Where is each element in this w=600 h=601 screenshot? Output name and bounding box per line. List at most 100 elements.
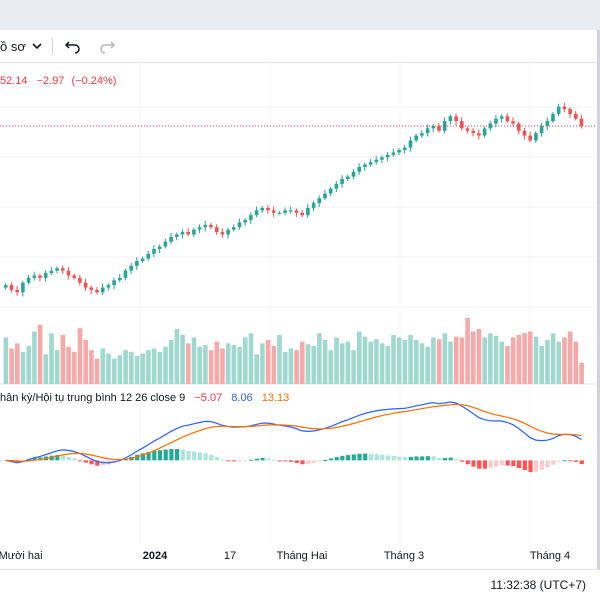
candle-body bbox=[260, 207, 265, 211]
chevron-down-icon bbox=[32, 43, 42, 50]
candle-body bbox=[197, 227, 202, 230]
volume-bar bbox=[60, 334, 66, 384]
macd-histogram-bar bbox=[499, 460, 505, 466]
chart-toolbar: ồ sơ bbox=[0, 30, 600, 63]
macd-histogram-bar bbox=[300, 460, 305, 465]
volume-bar bbox=[334, 337, 339, 384]
macd-histogram-bar bbox=[49, 455, 54, 461]
macd-histogram-bar bbox=[511, 460, 516, 467]
volume-bar bbox=[379, 343, 385, 384]
toolbar-separator bbox=[52, 38, 53, 54]
macd-histogram-bar bbox=[209, 454, 214, 461]
macd-histogram-bar bbox=[283, 460, 288, 462]
volume-bar bbox=[562, 337, 567, 384]
candle-body bbox=[522, 130, 527, 136]
candle-body bbox=[482, 128, 487, 136]
macd-histogram-bar bbox=[232, 460, 237, 462]
macd-histogram-bar bbox=[237, 460, 242, 462]
chart-grid bbox=[0, 62, 597, 544]
candle-body bbox=[83, 282, 88, 288]
volume-bar bbox=[32, 331, 37, 384]
volume-bar bbox=[414, 340, 419, 384]
undo-icon[interactable] bbox=[62, 35, 84, 57]
candle-body bbox=[232, 227, 236, 230]
profile-dropdown-button[interactable]: ồ sơ bbox=[0, 37, 42, 55]
volume-bar bbox=[72, 351, 77, 384]
volume-bar bbox=[254, 354, 259, 384]
volume-bar bbox=[77, 328, 83, 384]
clock-label[interactable]: 11:32:38 (UTC+7) bbox=[490, 578, 587, 592]
macd-histogram-bar bbox=[442, 457, 448, 461]
candle-body bbox=[55, 268, 59, 271]
candle-body bbox=[574, 113, 578, 119]
redo-icon[interactable] bbox=[96, 35, 118, 57]
candle-body bbox=[180, 232, 185, 235]
volume-bar bbox=[545, 340, 550, 384]
chart-canvas[interactable]: 52.14 −2.97 (−0.24%) hân kỳ/Hội tụ trung… bbox=[0, 62, 597, 569]
candle-body bbox=[505, 116, 510, 122]
volume-bar bbox=[26, 345, 31, 384]
macd-histogram-bar bbox=[391, 455, 396, 461]
candle-body bbox=[135, 261, 139, 266]
volume-bar bbox=[186, 343, 191, 384]
macd-histogram-bar bbox=[397, 456, 402, 461]
volume-bar bbox=[37, 324, 43, 384]
volume-bar bbox=[15, 343, 20, 384]
volume-bar bbox=[573, 341, 579, 384]
candle-body bbox=[283, 210, 287, 213]
candle-body bbox=[4, 285, 8, 288]
volume-bar bbox=[83, 340, 88, 384]
volume-bar bbox=[453, 336, 459, 384]
candle-body bbox=[214, 227, 219, 233]
volume-bar bbox=[328, 350, 334, 384]
volume-bar bbox=[431, 337, 436, 384]
volume-bar bbox=[425, 346, 430, 384]
volume-bar bbox=[510, 337, 516, 384]
volume-bar bbox=[49, 333, 54, 384]
volume-bar bbox=[522, 333, 527, 384]
signal-line bbox=[5, 403, 582, 462]
candle-body bbox=[420, 133, 424, 136]
volume-bar bbox=[385, 345, 391, 384]
candle-body bbox=[334, 183, 339, 189]
macd-histogram-bar bbox=[89, 460, 94, 465]
volume-bar bbox=[505, 345, 510, 384]
volume-bar bbox=[362, 336, 368, 384]
macd-histogram-bar bbox=[328, 458, 334, 461]
candle-body bbox=[289, 210, 293, 212]
candle-body bbox=[243, 220, 247, 223]
candle-body bbox=[43, 273, 48, 278]
candle-body bbox=[528, 135, 532, 141]
candle-body bbox=[61, 268, 65, 271]
candle-body bbox=[346, 176, 350, 179]
macd-histogram-bar bbox=[551, 460, 556, 465]
macd-histogram-bar bbox=[317, 460, 322, 462]
time-axis-label: 2024 bbox=[143, 550, 168, 562]
candle-body bbox=[539, 125, 544, 134]
candle-body bbox=[163, 241, 168, 247]
macd-histogram-bar bbox=[180, 449, 185, 461]
volume-bar bbox=[488, 333, 493, 384]
volume-bar bbox=[294, 350, 299, 384]
volume-bar bbox=[43, 354, 49, 384]
macd-histogram-bar bbox=[294, 460, 299, 463]
macd-histogram-bar bbox=[95, 460, 100, 466]
macd-histogram-bar bbox=[220, 459, 225, 461]
macd-histogram-bar bbox=[186, 450, 191, 461]
volume-bar bbox=[322, 340, 328, 384]
macd-histogram-bar bbox=[408, 456, 413, 461]
candle-body bbox=[78, 277, 82, 283]
macd-histogram-bar bbox=[494, 460, 499, 467]
macd-histogram-bar bbox=[175, 449, 180, 461]
candle-body bbox=[237, 222, 242, 228]
macd-histogram-bar bbox=[574, 460, 579, 462]
volume-bar bbox=[408, 334, 413, 384]
volume-bar bbox=[111, 358, 117, 384]
candle-body bbox=[9, 285, 14, 290]
candle-body bbox=[471, 130, 475, 134]
macd-histogram-bar bbox=[471, 460, 476, 467]
candlestick-series bbox=[4, 102, 584, 297]
volume-bars bbox=[3, 318, 584, 384]
candle-body bbox=[323, 193, 327, 199]
macd-legend: hân kỳ/Hội tụ trung bình 12 26 close 9 −… bbox=[0, 392, 289, 404]
